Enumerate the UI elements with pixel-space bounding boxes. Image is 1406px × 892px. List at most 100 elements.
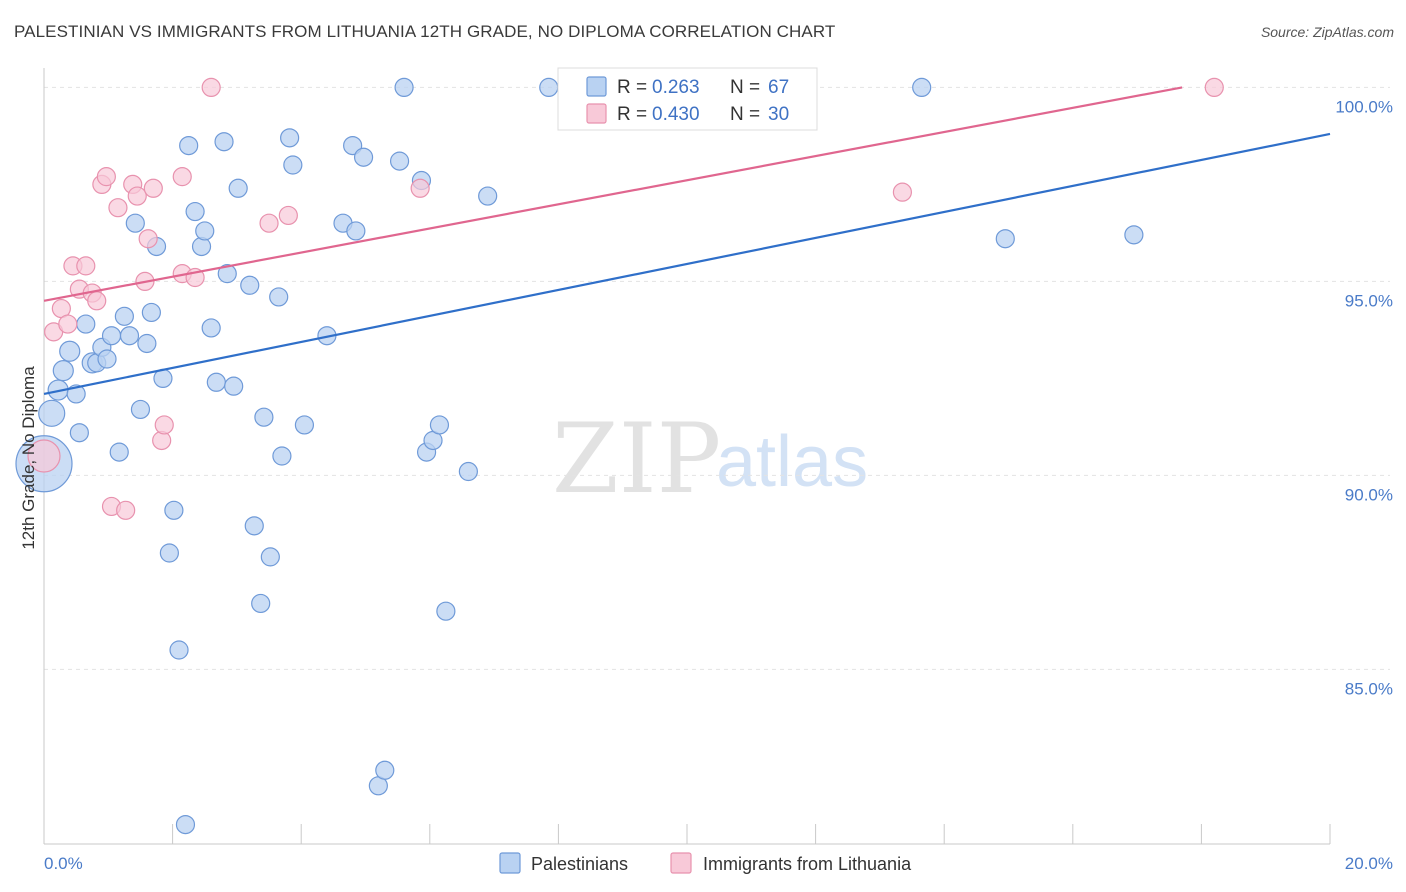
y-tick-label: 90.0% bbox=[1345, 485, 1393, 504]
legend-r-value-2: 0.430 bbox=[652, 104, 700, 125]
palestinians-point bbox=[353, 147, 374, 167]
palestinians-point bbox=[125, 213, 145, 233]
lithuania-point bbox=[116, 500, 136, 520]
palestinians-point bbox=[69, 423, 89, 443]
palestinians-point bbox=[394, 77, 414, 98]
legend-r-value-1: 0.263 bbox=[652, 77, 700, 98]
palestinians-point bbox=[269, 287, 289, 307]
chart-title: PALESTINIAN VS IMMIGRANTS FROM LITHUANIA… bbox=[14, 22, 836, 41]
grid-lines bbox=[44, 86, 1390, 670]
palestinians-point bbox=[228, 178, 248, 198]
lithuania-point bbox=[58, 314, 78, 334]
legend-n-label-2: N = bbox=[730, 104, 760, 125]
lithuania-trend-line bbox=[43, 86, 1183, 302]
lithuania-point bbox=[892, 182, 913, 202]
data-points bbox=[15, 77, 1224, 835]
palestinians-point bbox=[214, 132, 234, 152]
lithuania-point bbox=[127, 186, 147, 206]
palestinians-point bbox=[164, 500, 184, 520]
y-axis-label: 12th Grade, No Diploma bbox=[19, 366, 38, 550]
y-tick-label: 100.0% bbox=[1335, 97, 1393, 116]
palestinians-point bbox=[137, 333, 157, 354]
lithuania-point bbox=[27, 439, 61, 473]
lithuania-point bbox=[410, 178, 430, 198]
palestinians-point bbox=[195, 221, 215, 241]
palestinians-point bbox=[539, 77, 559, 98]
legend-swatch-blue bbox=[586, 76, 607, 97]
palestinians-point bbox=[201, 318, 221, 338]
lithuania-point bbox=[201, 77, 221, 98]
palestinians-point bbox=[217, 264, 237, 284]
palestinians-point bbox=[109, 442, 129, 462]
watermark-atlas: atlas bbox=[716, 422, 868, 502]
lithuania-point bbox=[154, 415, 174, 435]
palestinians-point bbox=[119, 326, 140, 346]
palestinians-point bbox=[429, 415, 450, 435]
legend-r-label-2: R = bbox=[617, 104, 647, 125]
palestinians-point bbox=[179, 136, 199, 156]
palestinians-trend-line bbox=[43, 132, 1331, 395]
palestinians-point bbox=[458, 461, 478, 482]
palestinians-point bbox=[141, 302, 161, 323]
legend-r-label-1: R = bbox=[617, 77, 647, 98]
lithuania-point bbox=[87, 291, 107, 311]
lithuania-point bbox=[138, 229, 158, 249]
x-tick-label-max: 20.0% bbox=[1345, 854, 1393, 873]
palestinians-point bbox=[343, 136, 363, 156]
y-tick-label: 85.0% bbox=[1345, 679, 1393, 698]
palestinians-point bbox=[478, 186, 498, 206]
lithuania-point bbox=[108, 198, 128, 218]
palestinians-point bbox=[294, 415, 315, 435]
palestinians-point bbox=[59, 340, 81, 362]
palestinians-point bbox=[38, 399, 66, 427]
y-tick-labels: 85.0% 90.0% 95.0% 100.0% bbox=[1335, 97, 1393, 698]
palestinians-point bbox=[101, 326, 122, 346]
y-tick-label: 95.0% bbox=[1345, 291, 1393, 310]
palestinians-point bbox=[130, 399, 151, 420]
correlation-legend: R = 0.263 N = 67 R = 0.430 N = 30 bbox=[557, 67, 818, 131]
source-label: Source: ZipAtlas.com bbox=[1260, 24, 1394, 40]
watermark-zip: ZIP bbox=[552, 403, 721, 515]
palestinians-point bbox=[254, 407, 274, 427]
palestinians-point bbox=[191, 236, 212, 257]
palestinians-point bbox=[97, 349, 117, 369]
series-legend-swatch-lithuania bbox=[670, 852, 692, 874]
palestinians-point bbox=[375, 760, 395, 780]
lithuania-point bbox=[172, 167, 192, 187]
palestinians-point bbox=[346, 221, 366, 241]
palestinians-point bbox=[76, 314, 96, 334]
palestinians-point bbox=[1124, 225, 1144, 245]
palestinians-point bbox=[240, 275, 260, 295]
palestinians-point bbox=[272, 446, 292, 466]
trend-lines bbox=[43, 86, 1331, 395]
palestinians-point bbox=[995, 229, 1015, 249]
palestinians-point bbox=[244, 516, 264, 536]
palestinians-point bbox=[114, 306, 134, 326]
legend-n-label-1: N = bbox=[730, 77, 760, 98]
palestinians-point bbox=[436, 601, 456, 621]
palestinians-point bbox=[389, 151, 410, 171]
legend-n-value-2: 30 bbox=[768, 104, 789, 125]
lithuania-point bbox=[278, 205, 298, 226]
lithuania-point bbox=[143, 178, 163, 198]
palestinians-point bbox=[912, 77, 932, 98]
palestinians-point bbox=[224, 376, 244, 396]
palestinians-point bbox=[169, 640, 189, 660]
palestinians-point bbox=[251, 593, 271, 614]
palestinians-point bbox=[159, 543, 179, 563]
palestinians-point bbox=[280, 128, 300, 148]
palestinians-point bbox=[283, 155, 303, 175]
palestinians-point bbox=[175, 814, 196, 835]
series-legend-label-lithuania: Immigrants from Lithuania bbox=[703, 854, 912, 874]
lithuania-point bbox=[1204, 77, 1224, 98]
legend-n-value-1: 67 bbox=[768, 77, 789, 98]
palestinians-point bbox=[206, 372, 226, 392]
series-legend-swatch-palestinians bbox=[499, 852, 521, 874]
palestinians-point bbox=[52, 360, 74, 382]
lithuania-point bbox=[96, 167, 116, 187]
palestinians-point bbox=[260, 547, 280, 567]
palestinians-point bbox=[185, 201, 205, 222]
legend-swatch-pink bbox=[586, 103, 607, 124]
x-tick-label-min: 0.0% bbox=[44, 854, 83, 873]
